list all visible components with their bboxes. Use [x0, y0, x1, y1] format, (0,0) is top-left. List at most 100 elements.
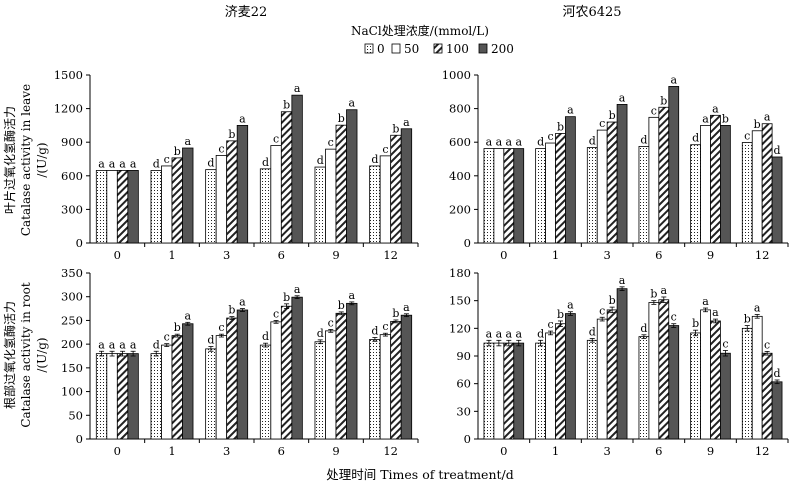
significance-letter: c — [328, 136, 334, 149]
bar-100-day-12 — [761, 352, 773, 440]
significance-letter: a — [567, 104, 574, 117]
x-tick-label: 6 — [278, 444, 285, 458]
x-tick-label: 1 — [168, 248, 175, 262]
bar-0-day-9 — [314, 341, 326, 440]
bar-50-day-3 — [215, 155, 228, 244]
significance-letter: a — [119, 157, 126, 170]
y-tick-label: 350 — [61, 266, 83, 280]
bar-200-day-0 — [513, 342, 525, 440]
significance-letter: a — [403, 301, 410, 314]
x-tick-label: 3 — [604, 248, 611, 262]
significance-letter: a — [184, 135, 191, 148]
x-tick-label: 9 — [707, 248, 714, 262]
ylabel-leaf-cn: 叶片过氧化氢酶活力 — [2, 106, 17, 214]
y-tick-label: 300 — [61, 202, 83, 216]
panel-title-jimai22: 济麦22 — [225, 5, 268, 20]
bar-0-day-0 — [483, 342, 495, 440]
significance-letter: a — [754, 302, 761, 315]
bar-0-day-3 — [205, 348, 217, 440]
bar-100-day-3 — [606, 309, 618, 440]
legend-title: NaCl处理浓度/(mmol/L) — [351, 23, 489, 38]
significance-letter: b — [338, 299, 345, 312]
significance-letter: b — [609, 109, 616, 122]
x-tick-label: 0 — [114, 444, 121, 458]
significance-letter: c — [722, 337, 728, 350]
x-tick-label: 3 — [223, 248, 230, 262]
significance-letter: b — [228, 128, 235, 141]
y-tick-label: 0 — [464, 236, 471, 250]
significance-letter: a — [661, 284, 668, 297]
significance-letter: a — [130, 157, 137, 170]
bar-50-day-12 — [379, 334, 392, 440]
x-tick-label: 0 — [114, 248, 121, 262]
significance-letter: b — [754, 118, 761, 131]
x-tick-label: 12 — [383, 444, 398, 458]
y-tick-label: 200 — [61, 337, 83, 351]
bar-0-day-12 — [741, 142, 753, 244]
bar-0-day-9 — [314, 166, 326, 244]
bar-50-day-12 — [379, 155, 392, 244]
bar-50-day-1 — [161, 165, 173, 244]
bar-0-day-3 — [586, 339, 598, 440]
x-tick-label: 0 — [500, 248, 507, 262]
significance-letter: a — [294, 82, 301, 95]
bar-50-day-3 — [215, 335, 228, 440]
bar-200-day-0 — [127, 170, 139, 244]
significance-letter: d — [317, 327, 324, 340]
significance-letter: a — [506, 327, 513, 340]
bar-200-day-6 — [668, 86, 680, 244]
significance-letter: a — [109, 338, 116, 351]
significance-letter: a — [239, 112, 246, 125]
significance-letter: a — [130, 338, 137, 351]
y-tick-label: 900 — [61, 135, 83, 149]
significance-letter: a — [712, 102, 719, 115]
bar-200-day-0 — [513, 148, 525, 244]
x-tick-label: 9 — [332, 248, 339, 262]
significance-letter: d — [537, 327, 544, 340]
y-tick-label: 1500 — [54, 68, 83, 82]
bar-200-day-12 — [400, 314, 413, 440]
significance-letter: d — [207, 334, 214, 347]
significance-letter: d — [692, 132, 699, 145]
bar-0-day-9 — [690, 332, 701, 440]
bar-200-day-1 — [565, 116, 576, 244]
significance-letter: b — [744, 313, 751, 326]
x-tick-label: 12 — [755, 248, 770, 262]
bar-50-day-1 — [545, 142, 556, 244]
bar-200-day-3 — [236, 125, 249, 244]
bar-0-day-3 — [205, 169, 217, 244]
legend-item-200: 200 — [478, 42, 514, 56]
significance-letter: a — [515, 136, 522, 149]
legend-swatch-0 — [364, 43, 374, 54]
significance-letter: b — [338, 112, 345, 125]
significance-letter: c — [599, 117, 605, 130]
significance-letter: a — [239, 296, 246, 309]
bar-200-day-6 — [668, 325, 680, 440]
significance-letter: b — [557, 308, 564, 321]
significance-letter: b — [692, 317, 699, 330]
y-tick-label: 400 — [449, 169, 471, 183]
bar-100-day-3 — [606, 121, 618, 244]
ylabel-root-unit: /(U/g) — [35, 337, 49, 372]
bar-50-day-9 — [700, 309, 711, 440]
significance-letter: a — [567, 299, 574, 312]
significance-letter: a — [619, 274, 626, 287]
bar-100-day-1 — [555, 133, 566, 244]
bar-50-day-3 — [596, 129, 608, 244]
bar-50-day-9 — [325, 148, 337, 244]
significance-letter: c — [273, 307, 279, 320]
significance-letter: a — [403, 116, 410, 129]
significance-letter: c — [218, 321, 224, 334]
significance-letter: a — [619, 91, 626, 104]
bar-200-day-9 — [720, 352, 731, 440]
bar-0-day-6 — [259, 344, 272, 440]
legend-item-50: 50 — [391, 42, 419, 56]
bar-100-day-9 — [335, 312, 347, 440]
bar-100-day-0 — [116, 170, 129, 244]
significance-letter: b — [174, 145, 181, 158]
y-tick-label: 200 — [449, 202, 471, 216]
bar-50-day-6 — [270, 145, 282, 244]
